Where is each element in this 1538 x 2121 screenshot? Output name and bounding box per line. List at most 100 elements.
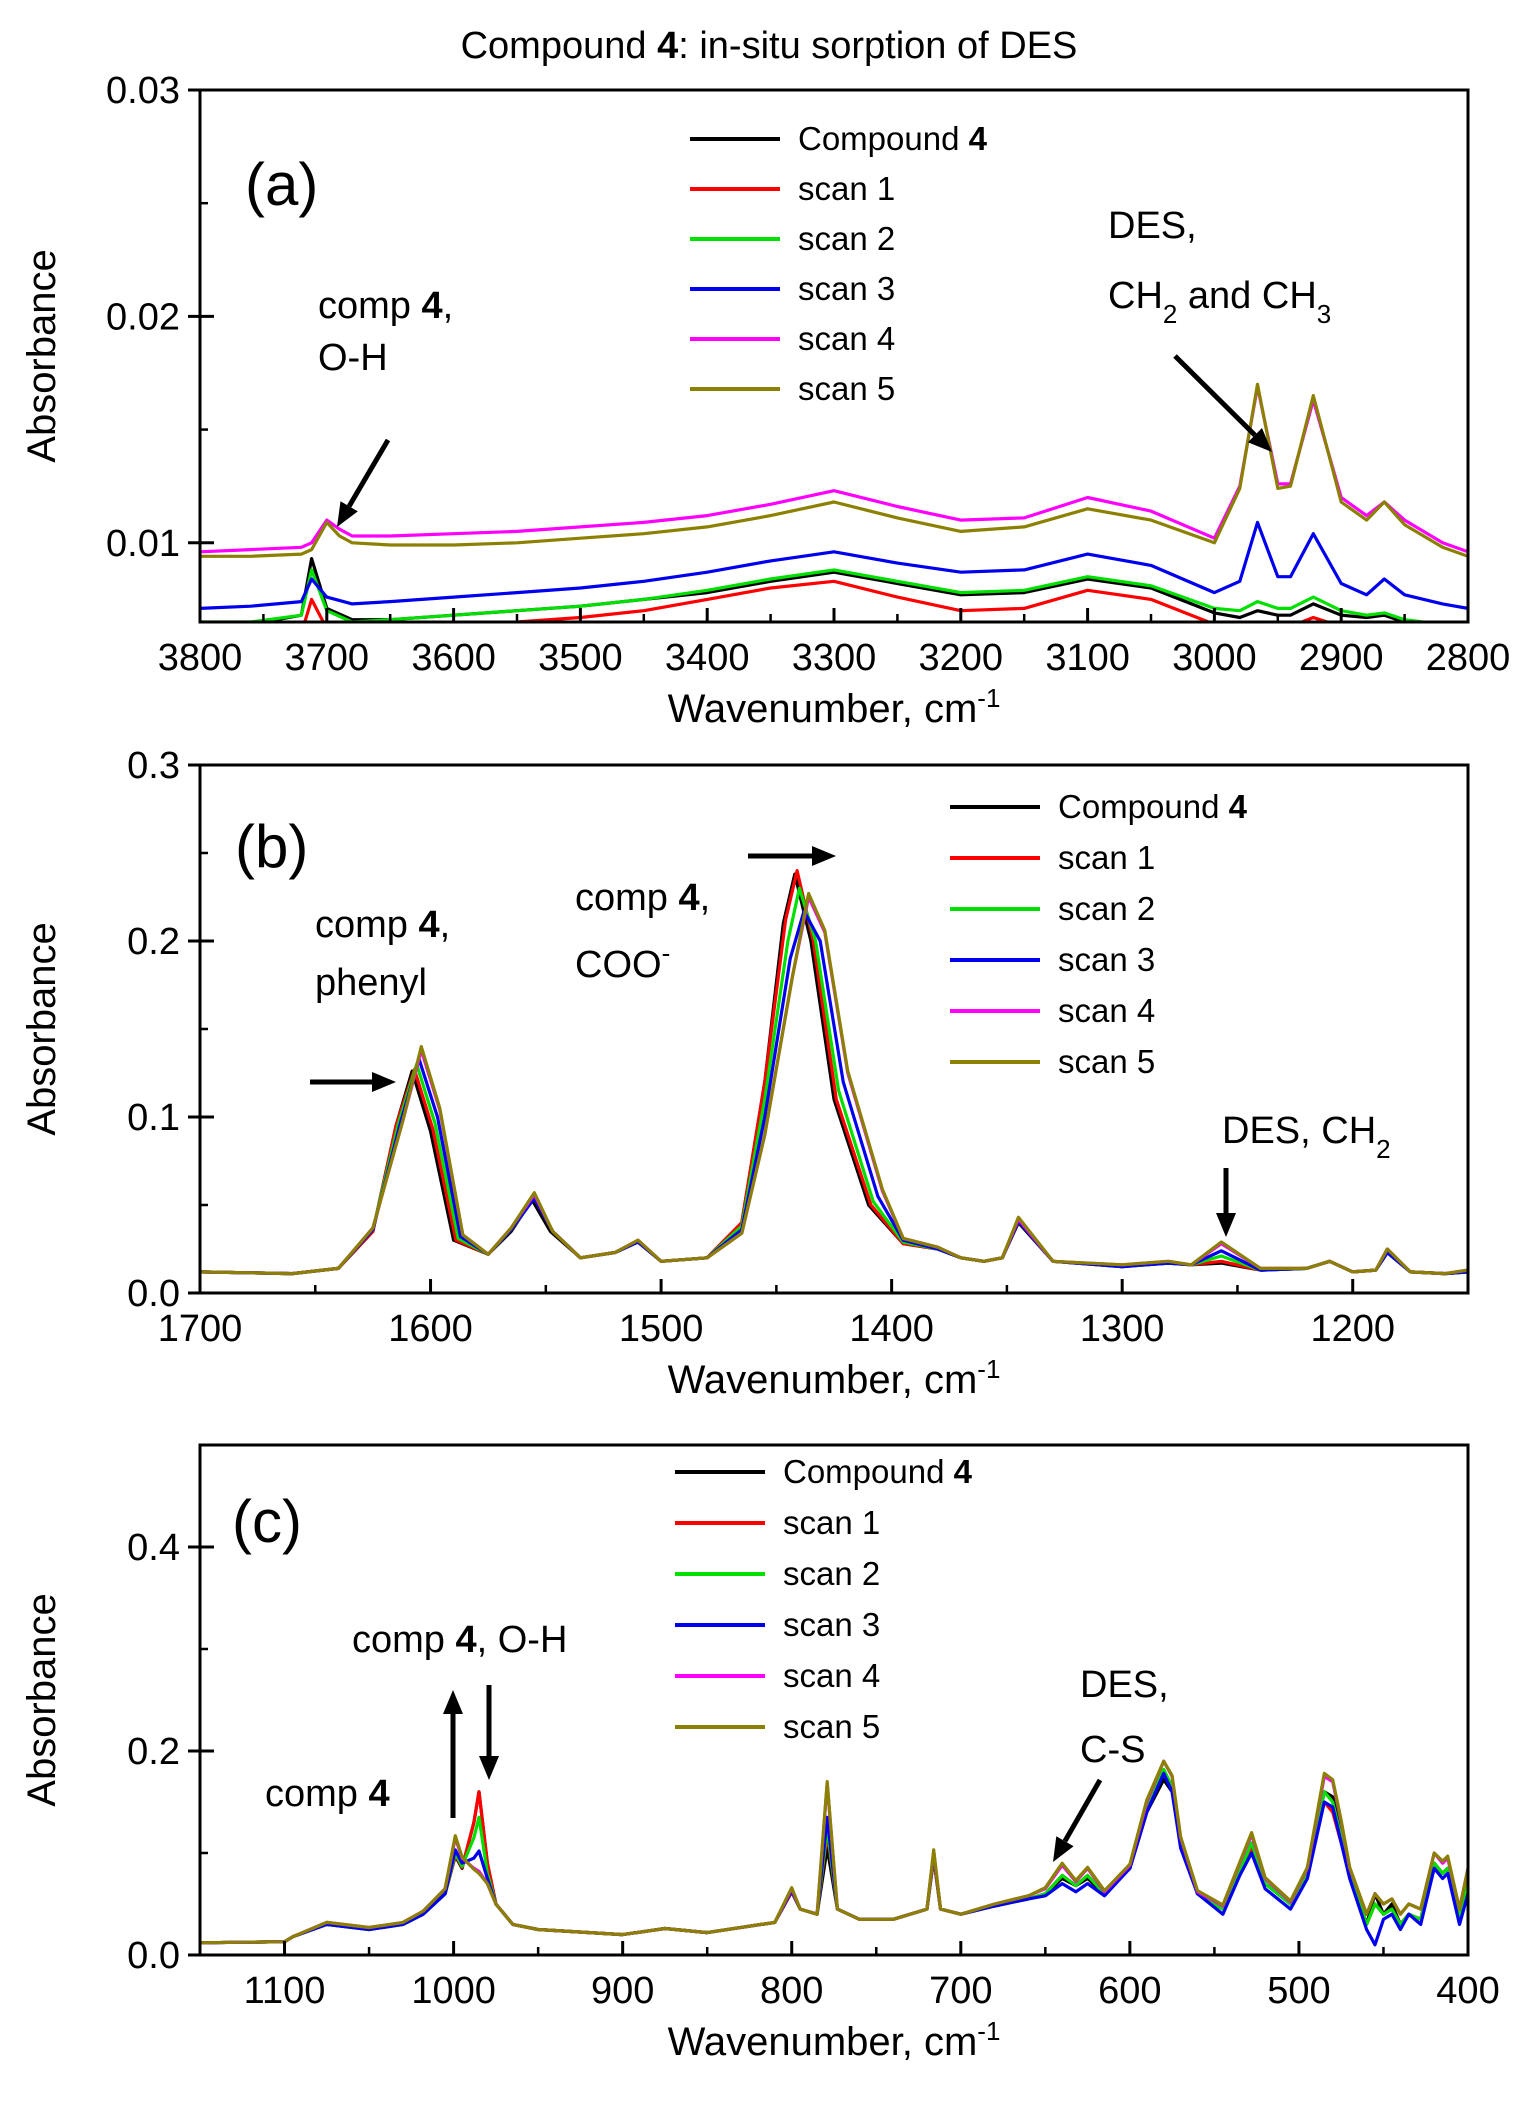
legend-label: scan 3 [1058, 941, 1155, 978]
annotation-part: 2 [1163, 299, 1177, 329]
annotation-arrow-head [1247, 428, 1272, 452]
legend-label: scan 5 [783, 1708, 880, 1745]
x-axis-label-text: Wavenumber, cm [668, 687, 978, 731]
annotation-part: 4 [418, 904, 439, 946]
y-tick-label: 0.0 [127, 1935, 180, 1977]
legend-part-bold: 4 [954, 1453, 973, 1490]
legend-part-bold: 4 [1229, 788, 1248, 825]
annotation-arrow [1173, 354, 1257, 437]
x-axis-label-text: Wavenumber, cm [668, 2020, 978, 2064]
x-tick-label: 3100 [1045, 637, 1130, 679]
title-part-bold: 4 [657, 25, 678, 67]
legend-label: scan 3 [798, 270, 895, 307]
annotation-part: CH [1108, 275, 1163, 317]
x-tick-label: 3300 [792, 637, 877, 679]
legend-label: scan 5 [798, 370, 895, 407]
x-tick-label: 1400 [849, 1308, 934, 1350]
y-tick-label: 0.02 [106, 296, 180, 338]
series-group [200, 869, 1468, 1276]
x-tick-label: 1700 [158, 1308, 243, 1350]
x-tick-label: 3200 [919, 637, 1004, 679]
chart-panel-a: 3800 3700 3600 3500 3400 3300 3200 3100 3000 2900… [20, 70, 1510, 731]
annotation-des-ch2: DES, CH2 [1222, 1110, 1391, 1164]
x-tick-label: 2800 [1426, 637, 1511, 679]
legend: Compound 4 scan 1 scan 2 scan 3 scan 4 scan 5 [950, 788, 1248, 1080]
x-tick-label: 1200 [1310, 1308, 1395, 1350]
legend-label: scan 2 [1058, 890, 1155, 927]
legend-label: scan 1 [798, 170, 895, 207]
title-part: : in-situ sorption of DES [678, 25, 1077, 67]
chart-panel-b: 1700 1600 1500 1400 1300 1200 0.0 0.1 0.2 0.3 Wave… [20, 745, 1470, 1402]
legend-label: Compound 4 [798, 120, 988, 157]
y-axis-label: Absorbance [20, 249, 64, 462]
legend-label: scan 5 [1058, 1043, 1155, 1080]
annotation-part: , O-H [477, 1619, 568, 1661]
annotation-arrow-head [443, 1690, 463, 1714]
plot-frame [198, 1443, 1470, 1957]
annotation-part: 2 [1376, 1134, 1390, 1164]
annotation-comp4: comp 4 [265, 1773, 390, 1815]
annotation-part: 4 [368, 1773, 389, 1815]
y-tick-label: 0.0 [127, 1273, 180, 1315]
y-tick-label: 0.3 [127, 745, 180, 787]
legend-label: scan 2 [783, 1555, 880, 1592]
legend-label: Compound 4 [1058, 788, 1248, 825]
panel-letter: (a) [245, 151, 318, 218]
annotation-des-line1: DES, [1108, 205, 1197, 247]
annotation-coo-line2: COO- [575, 938, 670, 986]
annotation-des-line2: CH2 and CH3 [1108, 275, 1331, 329]
legend-label: scan 1 [783, 1504, 880, 1541]
series-line-scan-4 [200, 385, 1468, 554]
annotation-part: , [440, 904, 451, 946]
annotation-part: 4 [678, 877, 699, 919]
chart-panel-c: 1100 1000 900 800 700 600 500 400 0.0 0.2 0.4 Waven… [20, 1443, 1500, 2064]
panel-letter: (b) [235, 813, 308, 880]
legend-label: scan 2 [798, 220, 895, 257]
x-axis-label-text: Wavenumber, cm [668, 1358, 978, 1402]
series-line-scan-5 [200, 1759, 1468, 1945]
annotation-part: 4 [421, 285, 442, 327]
series-group [200, 1759, 1468, 1947]
legend-label: scan 1 [1058, 839, 1155, 876]
series-line-scan-5 [200, 891, 1468, 1276]
annotation-part: comp [265, 1773, 368, 1815]
x-tick-label: 3500 [538, 637, 623, 679]
annotation-phenyl-line1: comp 4, [315, 904, 450, 946]
annotation-part: comp [318, 285, 421, 327]
annotation-arrow [1062, 1778, 1103, 1843]
legend-part: Compound [798, 120, 969, 157]
x-tick-label: 3600 [411, 637, 496, 679]
title-part: Compound [461, 25, 657, 67]
y-tick-label: 0.4 [127, 1527, 180, 1569]
x-tick-label: 800 [760, 1970, 823, 2012]
y-tick-label: 0.01 [106, 523, 180, 565]
legend: Compound 4 scan 1 scan 2 scan 3 scan 4 scan 5 [690, 120, 988, 407]
annotation-part: comp [575, 877, 678, 919]
annotation-part: , [700, 877, 711, 919]
annotation-oh-line1: comp 4, [318, 285, 453, 327]
y-tick-label: 0.1 [127, 1097, 180, 1139]
x-tick-label: 700 [929, 1970, 992, 2012]
legend-part-bold: 4 [969, 120, 988, 157]
legend-part: Compound [783, 1453, 954, 1490]
legend-part: Compound [1058, 788, 1229, 825]
annotation-des-cs-line1: DES, [1080, 1664, 1169, 1706]
annotation-part: comp [352, 1619, 455, 1661]
series-line-scan-3 [200, 1771, 1468, 1947]
annotation-part: and CH [1177, 275, 1316, 317]
x-axis-label-sup: -1 [977, 2016, 1000, 2046]
y-tick-label: 0.2 [127, 1731, 180, 1773]
legend-label: scan 4 [783, 1657, 880, 1694]
x-tick-label: 3800 [158, 637, 243, 679]
panel-letter: (c) [232, 1488, 302, 1555]
annotation-des-cs-line2: C-S [1080, 1729, 1145, 1771]
x-tick-label: 3400 [665, 637, 750, 679]
x-tick-label: 1100 [244, 1970, 326, 2012]
y-tick-label: 0.2 [127, 921, 180, 963]
legend: Compound 4 scan 1 scan 2 scan 3 scan 4 scan 5 [675, 1453, 973, 1745]
x-tick-label: 2900 [1299, 637, 1384, 679]
annotation-arrow-head [1053, 1836, 1074, 1862]
x-axis-label: Wavenumber, cm-1 [668, 683, 1001, 731]
annotation-arrow-head [337, 501, 358, 527]
